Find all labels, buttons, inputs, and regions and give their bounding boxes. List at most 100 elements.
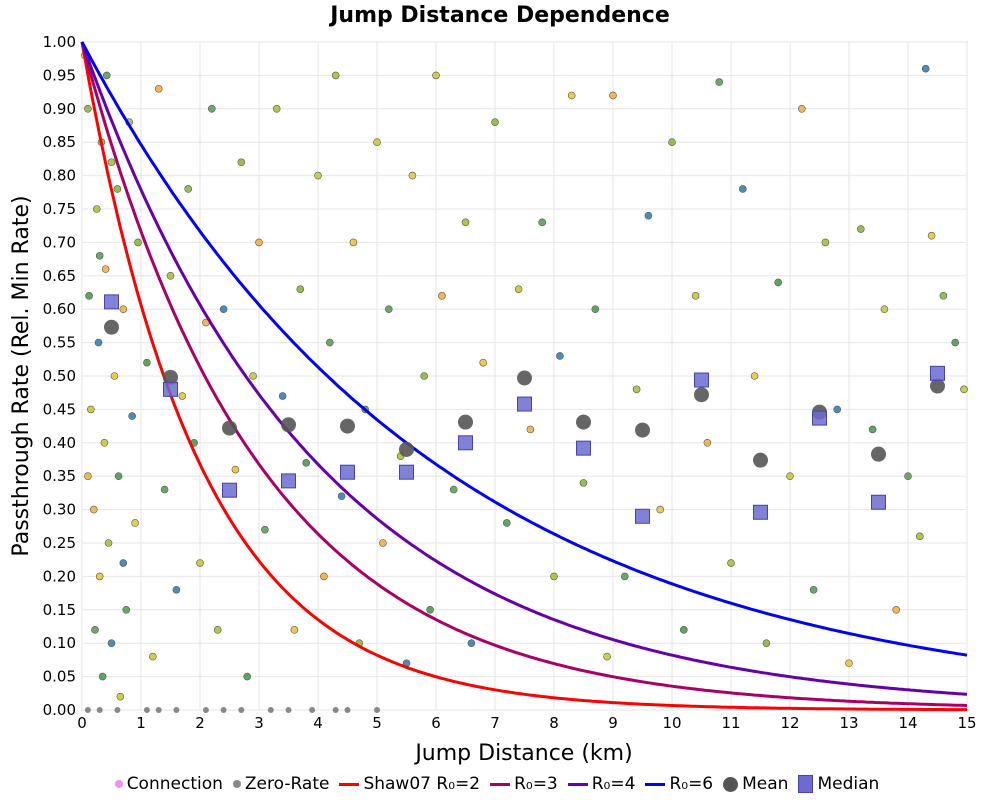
legend-label: Median — [817, 774, 880, 794]
connection-point — [349, 238, 358, 247]
x-tick-label: 9 — [608, 714, 618, 732]
connection-point — [114, 472, 123, 481]
scatter-points — [81, 51, 968, 713]
legend-zero-rate: Zero-Rate — [232, 774, 329, 794]
connection-point — [172, 585, 181, 594]
connection-point — [461, 218, 470, 227]
zero-rate-swatch — [232, 780, 241, 788]
connection-point — [160, 485, 169, 494]
x-axis-label: Jump Distance (km) — [413, 741, 632, 766]
connection-point — [261, 525, 269, 534]
connection-point — [420, 372, 429, 380]
connection-point — [134, 238, 142, 247]
y-tick-label: 0.25 — [43, 534, 76, 552]
connection-point — [904, 472, 912, 481]
y-tick-label: 0.95 — [43, 66, 76, 84]
zero-rate-point — [267, 707, 274, 713]
zero-rate-point — [285, 707, 292, 713]
connection-point — [196, 559, 204, 567]
legend-r6: R₀=6 — [645, 774, 713, 794]
median-marker — [340, 464, 355, 480]
mean-swatch — [723, 776, 739, 792]
connection-point — [951, 338, 960, 347]
median-marker — [694, 372, 709, 388]
connection-point — [237, 158, 246, 167]
zero-rate-point — [143, 707, 150, 713]
x-tick-label: 12 — [780, 714, 799, 732]
y-tick-label: 0.75 — [43, 200, 76, 218]
mean-marker — [163, 369, 178, 385]
mean-marker — [871, 446, 886, 462]
y-tick-label: 0.85 — [43, 133, 76, 151]
connection-point — [491, 118, 499, 126]
connection-point — [384, 305, 393, 314]
connection-point — [166, 271, 175, 280]
connection-point — [408, 171, 417, 180]
legend-r2: Shaw07 R₀=2 — [339, 774, 480, 794]
zero-rate-point — [374, 707, 380, 713]
median-marker — [812, 410, 827, 426]
legend-label: R₀=3 — [514, 774, 558, 794]
zero-rate-point — [96, 707, 103, 713]
connection-point — [567, 91, 576, 100]
y-tick-label: 0.35 — [43, 467, 76, 485]
connection-point — [178, 392, 187, 400]
connection-point — [762, 639, 771, 648]
connection-point — [337, 492, 346, 501]
connection-point — [243, 672, 251, 681]
connection-point — [960, 385, 968, 394]
zero-rate-point — [114, 707, 121, 713]
connection-point — [591, 305, 600, 314]
x-tick-label: 15 — [957, 714, 976, 732]
y-tick-label: 0.15 — [43, 601, 76, 619]
connection-point — [668, 138, 676, 146]
connection-point — [219, 305, 228, 314]
x-tick-label: 7 — [490, 714, 500, 732]
connection-point — [94, 338, 103, 347]
y-tick-label: 0.30 — [43, 501, 76, 519]
x-tick-label: 6 — [431, 714, 441, 732]
connection-point — [325, 338, 334, 347]
x-tick-label: 8 — [549, 714, 559, 732]
connection-point — [579, 479, 588, 487]
connection-point — [122, 605, 131, 614]
connection-point — [296, 285, 305, 293]
connection-point — [84, 105, 92, 113]
zero-rate-point — [238, 707, 245, 713]
connection-point — [868, 425, 877, 434]
legend-label: Shaw07 R₀=2 — [363, 774, 481, 794]
legend-r4: R₀=4 — [567, 774, 635, 794]
r4-swatch — [567, 782, 588, 786]
y-axis-ticks: 0.00 0.05 0.10 0.15 0.20 0.25 0.30 0.35 0.40 0.45… — [43, 33, 76, 719]
zero-rate-point — [344, 707, 351, 713]
median-marker — [399, 464, 414, 480]
curve-r0-2 — [80, 41, 967, 712]
mean-marker — [517, 370, 532, 386]
connection-point — [939, 292, 948, 300]
connection-point — [184, 185, 192, 193]
x-tick-label: 14 — [898, 714, 917, 732]
connection-point — [255, 238, 263, 247]
median-marker — [576, 440, 591, 456]
connection-point — [119, 305, 128, 314]
connection-point — [479, 358, 488, 367]
y-tick-label: 0.00 — [43, 701, 76, 719]
median-swatch — [798, 775, 814, 793]
connection-point — [373, 138, 381, 146]
zero-rate-point — [220, 707, 227, 713]
connection-swatch — [114, 780, 123, 788]
connection-point — [107, 639, 116, 648]
connection-point — [331, 71, 340, 80]
mean-marker — [694, 387, 709, 403]
connection-point — [90, 505, 98, 514]
mean-marker — [399, 441, 414, 457]
median-marker — [104, 294, 119, 310]
connection-point — [833, 405, 842, 414]
mean-marker — [635, 422, 650, 438]
x-axis-ticks: 0 1 2 3 4 5 6 7 8 9 10 11 12 13 14 15 — [77, 714, 976, 732]
connection-point — [131, 519, 139, 527]
r6-swatch — [645, 782, 666, 786]
connection-point — [87, 405, 95, 414]
chart-title: Jump Distance Dependence — [328, 3, 670, 28]
connection-point — [91, 626, 99, 634]
